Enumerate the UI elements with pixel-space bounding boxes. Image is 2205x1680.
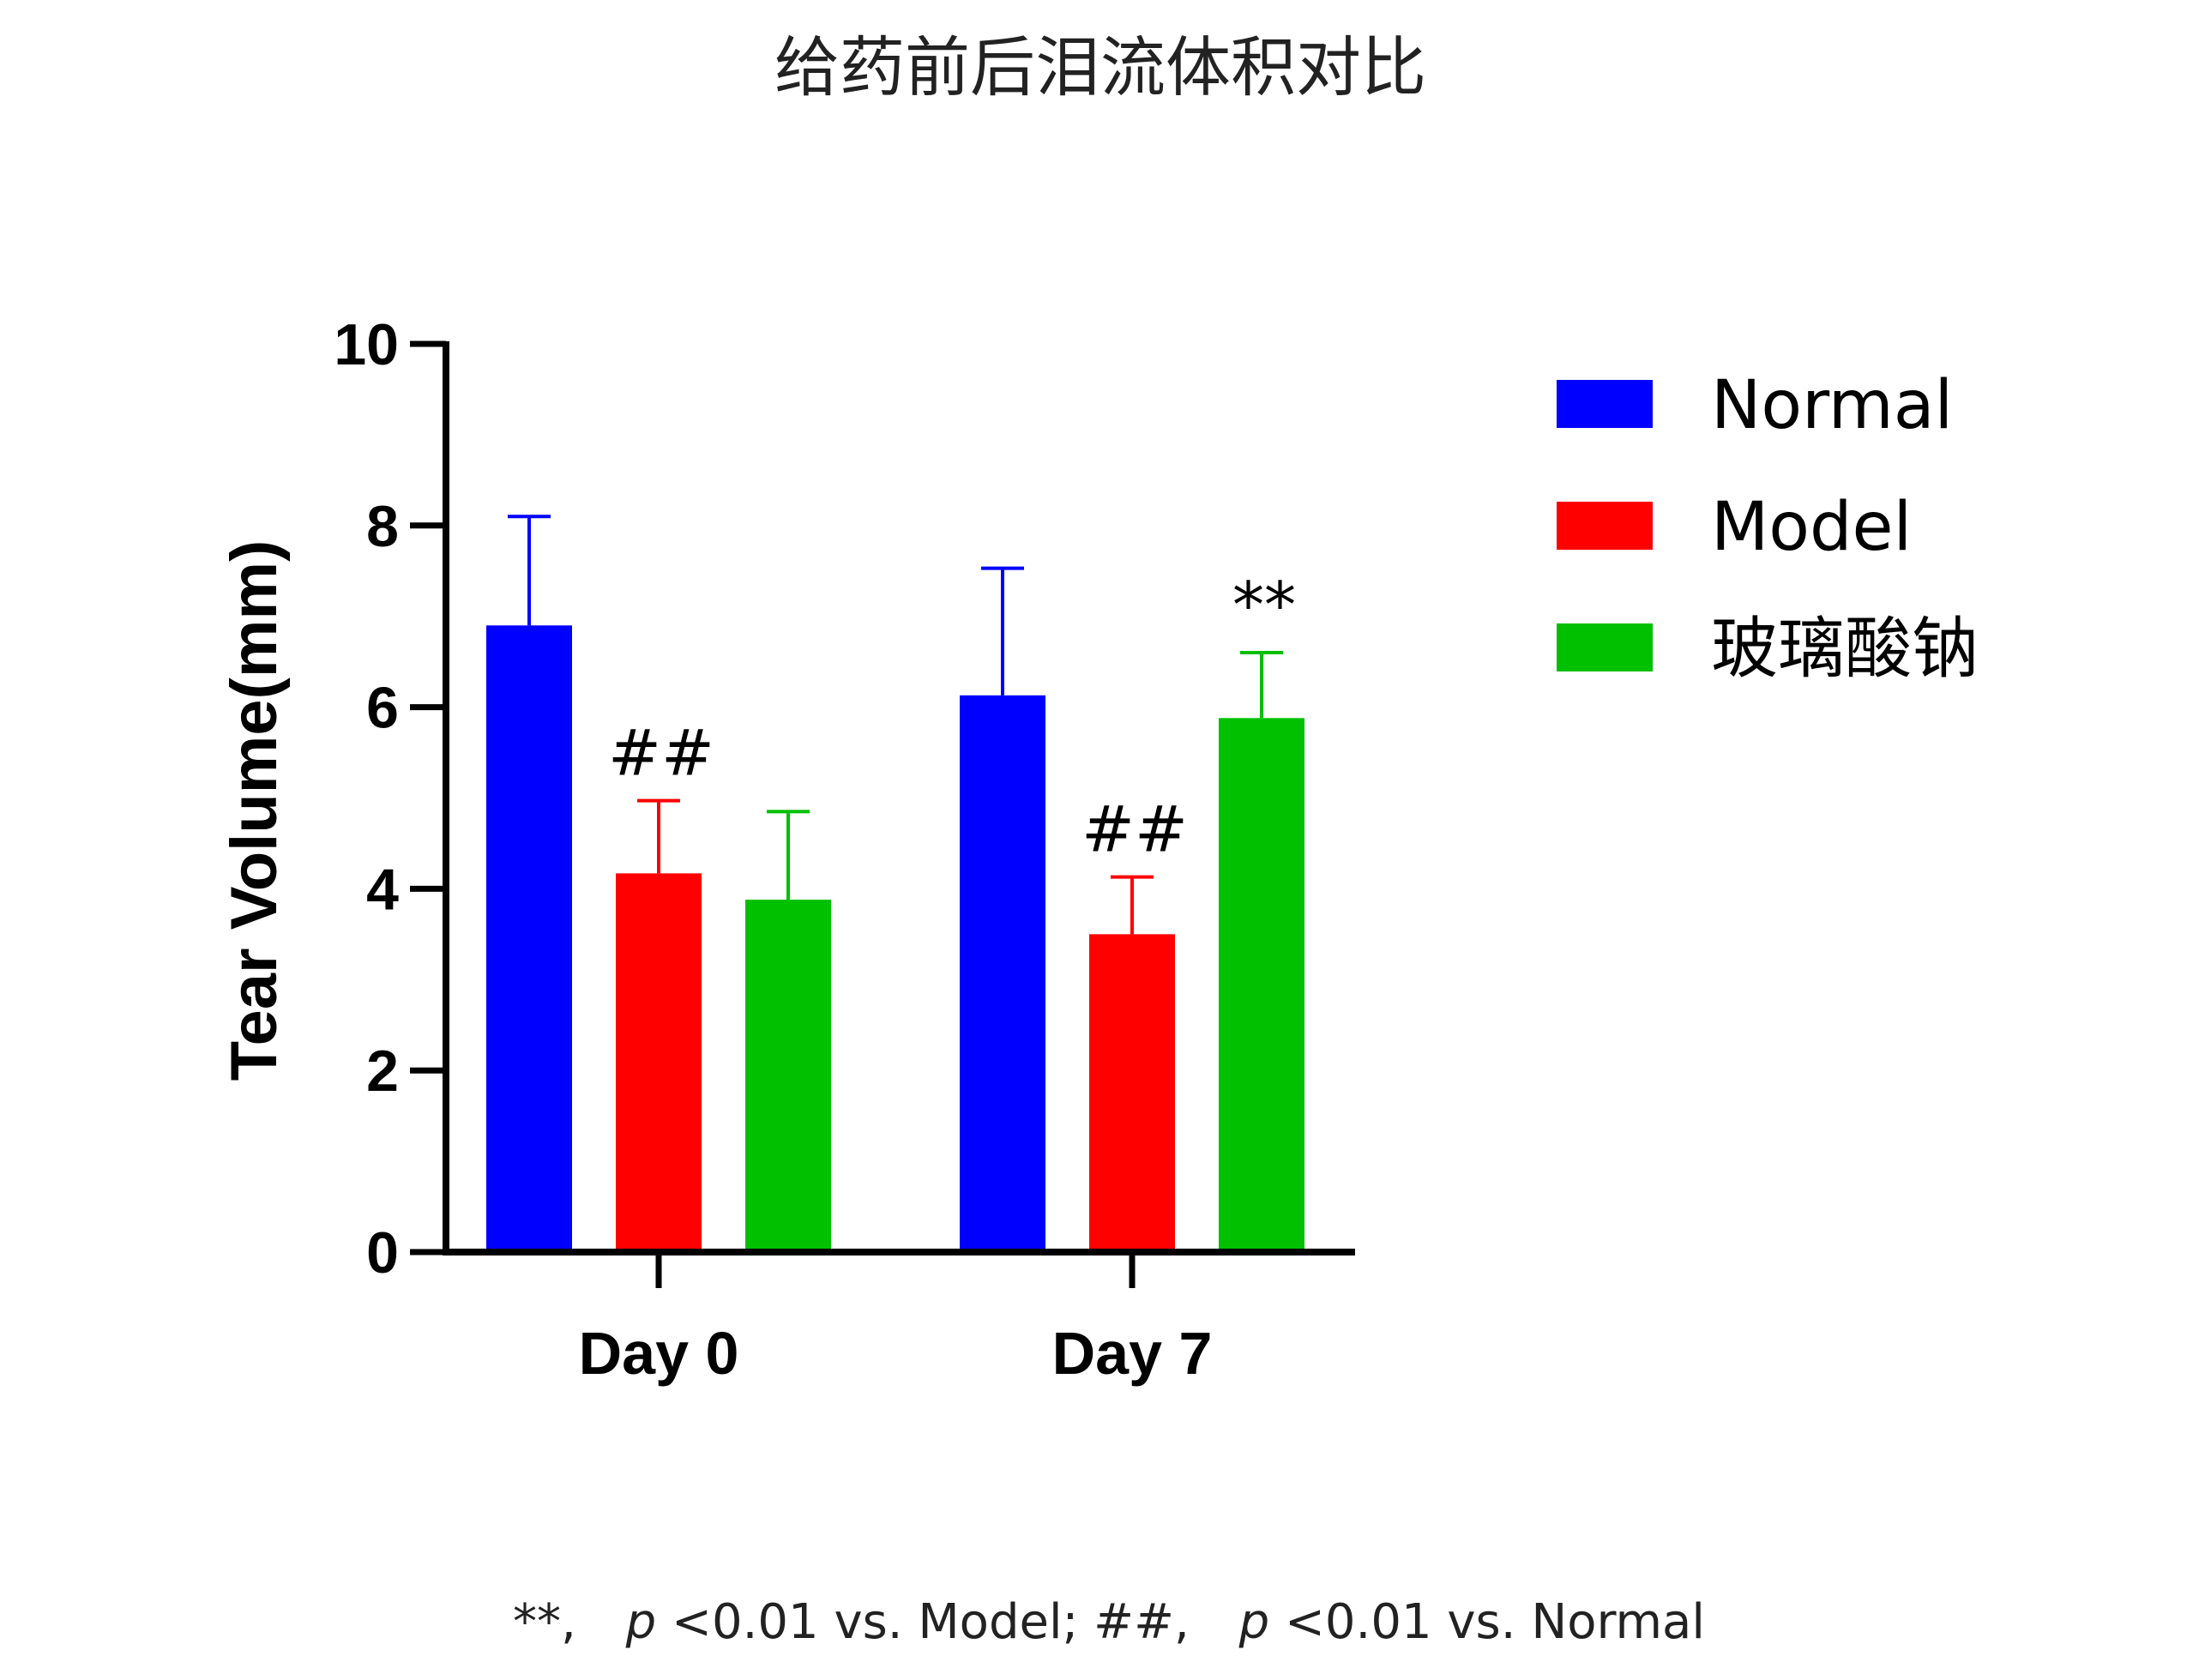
legend-label-Normal: Normal (1711, 367, 1953, 444)
annotation-Model-Day 0: ## (608, 717, 714, 791)
y-tick-label-10: 10 (334, 312, 399, 377)
chart-title: 给药前后泪流体积对比 (774, 29, 1426, 105)
bar-Model-Day 7 (1089, 934, 1175, 1252)
y-tick-label-8: 8 (366, 494, 399, 559)
x-tick-label-Day 0: Day 0 (579, 1320, 739, 1387)
annotation-玻璃酸钠-Day 7: ** (1232, 569, 1296, 642)
footnote-part2: <0.01 vs. Model; ##, (672, 1594, 1190, 1650)
significance-annotations: ## ## ** (608, 569, 1296, 867)
y-axis-title: Tear Volume(mm) (218, 540, 291, 1081)
legend-swatch-Normal (1557, 380, 1653, 428)
legend-label-Model: Model (1711, 489, 1912, 566)
legend-swatch-Model (1557, 502, 1653, 550)
legend: Normal Model 玻璃酸钠 (1557, 367, 1979, 688)
footnote-p1: p (625, 1594, 657, 1650)
y-tick-label-6: 6 (366, 676, 399, 741)
y-tick-label-2: 2 (366, 1039, 399, 1104)
bars-layer (486, 515, 1304, 1252)
bar-玻璃酸钠-Day 7 (1219, 718, 1304, 1252)
footnote-p2: p (1238, 1594, 1270, 1650)
x-tick-label-Day 7: Day 7 (1052, 1320, 1213, 1387)
y-tick-label-4: 4 (366, 857, 399, 922)
footnote-part3: <0.01 vs. Normal (1285, 1594, 1705, 1650)
footnote-part1: **, (513, 1594, 576, 1650)
legend-label-玻璃酸钠: 玻璃酸钠 (1711, 611, 1979, 688)
bar-玻璃酸钠-Day 0 (745, 900, 831, 1252)
footnote: **, p <0.01 vs. Model; ##, p <0.01 vs. N… (513, 1594, 1705, 1650)
bar-Model-Day 0 (616, 873, 702, 1252)
annotation-Model-Day 7: ## (1081, 793, 1188, 867)
axes-layer: 0 2 4 6 8 10 Day 0 Day 7 (334, 312, 1355, 1387)
y-tick-label-0: 0 (366, 1220, 399, 1286)
bar-Normal-Day 0 (486, 625, 572, 1252)
legend-swatch-玻璃酸钠 (1557, 623, 1653, 671)
bar-Normal-Day 7 (960, 695, 1045, 1252)
